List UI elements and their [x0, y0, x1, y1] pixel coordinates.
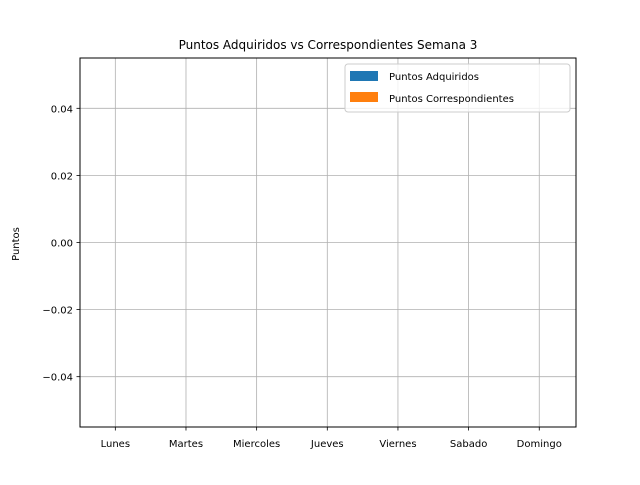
y-tick-label: 0.00	[51, 239, 73, 250]
legend: Puntos Adquiridos Puntos Correspondiente…	[344, 63, 571, 113]
legend-swatch-correspondientes	[350, 92, 378, 102]
y-tick-label: −0.04	[42, 373, 73, 384]
x-tick-label: Jueves	[310, 439, 344, 450]
chart-title: Puntos Adquiridos vs Correspondientes Se…	[179, 38, 478, 52]
legend-box	[344, 63, 571, 113]
x-tick-label: Miercoles	[233, 439, 280, 450]
y-tick-label: 0.02	[51, 171, 73, 182]
grid-lines	[80, 58, 576, 427]
legend-label-correspondientes: Puntos Correspondientes	[389, 94, 514, 105]
y-axis-label: Puntos	[11, 227, 22, 261]
y-tick-label: −0.02	[42, 306, 73, 317]
x-tick-label: Martes	[169, 439, 203, 450]
x-tick-label: Domingo	[517, 439, 562, 450]
y-tick-label: 0.04	[51, 104, 73, 115]
axis-ticks: Lunes Martes Miercoles Jueves Viernes Sabado D…	[42, 104, 561, 450]
x-tick-label: Viernes	[379, 439, 416, 450]
legend-swatch-adquiridos	[350, 71, 378, 81]
x-tick-label: Sabado	[450, 439, 487, 450]
x-tick-label: Lunes	[101, 439, 130, 450]
legend-label-adquiridos: Puntos Adquiridos	[389, 72, 479, 83]
